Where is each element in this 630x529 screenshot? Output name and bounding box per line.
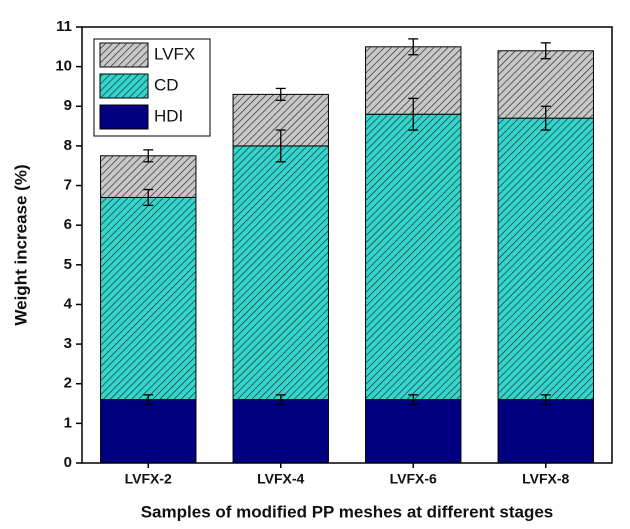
x-tick-label: LVFX-6 bbox=[390, 471, 437, 487]
error-bar bbox=[143, 394, 154, 405]
y-tick-label: 4 bbox=[64, 295, 73, 312]
error-bar bbox=[143, 149, 154, 163]
bar-segment bbox=[365, 46, 462, 115]
y-tick-label: 11 bbox=[56, 18, 72, 35]
error-bar bbox=[408, 97, 419, 131]
x-tick-label: LVFX-2 bbox=[125, 471, 172, 487]
error-bar bbox=[143, 188, 154, 207]
y-tick-label: 7 bbox=[64, 177, 72, 194]
x-axis-label: Samples of modified PP meshes at differe… bbox=[141, 502, 554, 521]
legend-label: CD bbox=[154, 75, 179, 94]
y-tick-label: 9 bbox=[64, 97, 72, 114]
legend-swatch bbox=[99, 104, 149, 130]
bar-segment bbox=[497, 117, 594, 401]
legend-label: HDI bbox=[154, 106, 183, 125]
x-tick-label: LVFX-8 bbox=[522, 471, 569, 487]
legend-hatch bbox=[100, 43, 148, 67]
y-tick-label: 0 bbox=[64, 454, 72, 471]
y-tick-label: 8 bbox=[64, 137, 72, 154]
error-bar bbox=[408, 38, 419, 56]
error-bar bbox=[275, 129, 286, 163]
y-tick-label: 10 bbox=[55, 58, 72, 75]
bar-segment bbox=[497, 399, 594, 464]
error-bar bbox=[275, 87, 286, 101]
plot-frame bbox=[81, 26, 613, 464]
y-tick-label: 6 bbox=[64, 216, 72, 233]
bar-segment bbox=[365, 113, 462, 401]
bar-segment bbox=[232, 93, 329, 147]
error-bar bbox=[408, 394, 419, 405]
legend-hatch bbox=[100, 74, 148, 98]
bar-segment bbox=[100, 196, 197, 401]
bar-segment bbox=[365, 399, 462, 464]
error-bar bbox=[540, 42, 551, 60]
bar-segment bbox=[232, 145, 329, 401]
y-axis-label: Weight increase (%) bbox=[11, 164, 30, 325]
x-tick-label: LVFX-4 bbox=[257, 471, 304, 487]
y-tick-label: 1 bbox=[64, 414, 72, 431]
bar-segment bbox=[232, 399, 329, 464]
legend-label: LVFX bbox=[154, 44, 195, 63]
error-bar bbox=[540, 105, 551, 131]
y-tick-label: 2 bbox=[64, 375, 72, 392]
bar-segment bbox=[100, 399, 197, 464]
y-tick-label: 3 bbox=[64, 335, 72, 352]
error-bar bbox=[540, 394, 551, 405]
error-bar bbox=[275, 394, 286, 405]
y-tick-label: 5 bbox=[64, 256, 72, 273]
